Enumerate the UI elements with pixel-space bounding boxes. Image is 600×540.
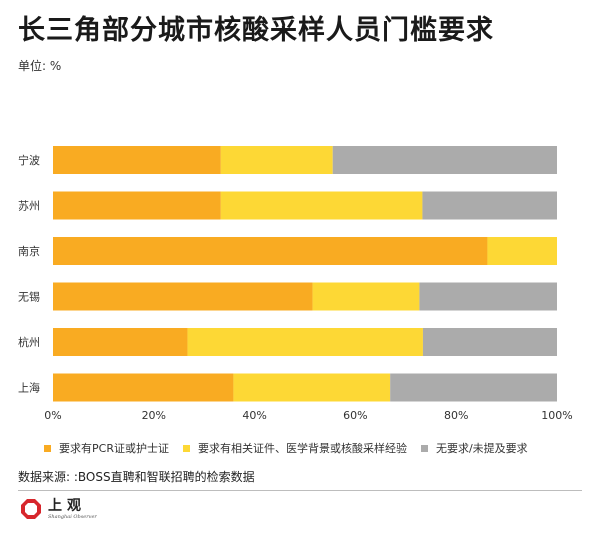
bar-segment (53, 191, 221, 220)
legend-swatch-none (420, 444, 428, 452)
category-label: 南京 (18, 244, 40, 258)
legend-swatch-related (182, 444, 190, 452)
logo-octagon-icon (21, 499, 41, 519)
category-label: 杭州 (18, 335, 40, 349)
bar-segment (53, 373, 234, 402)
bar-segment (422, 328, 557, 356)
legend-swatch-pcr (44, 444, 51, 452)
legend-item-related: 要求有相关证件、医学背景或核酸采样经验 (182, 440, 407, 456)
bar-segment (312, 282, 420, 311)
bar-segment (220, 191, 423, 220)
chart-title: 长三角部分城市核酸采样人员门槛要求 (18, 15, 494, 46)
bar-segment (332, 146, 557, 174)
bar-segment (53, 282, 313, 311)
x-tick-label: 20% (142, 409, 166, 422)
unit-label: 单位: % (18, 59, 62, 73)
legend-label-none: 无要求/未提及要求 (435, 442, 528, 455)
bar-segment (53, 237, 488, 265)
bar-segment (220, 146, 333, 174)
logo-text: 上观 Shanghai Observer (48, 499, 97, 520)
divider (18, 490, 582, 491)
x-tick-label: 80% (444, 409, 468, 422)
bar-segment (187, 328, 423, 356)
legend-label-related: 要求有相关证件、医学背景或核酸采样经验 (197, 442, 407, 455)
category-label: 宁波 (18, 153, 40, 167)
bar-segment (487, 237, 557, 265)
x-tick-label: 0% (44, 409, 61, 422)
legend: 要求有PCR证或护士证 要求有相关证件、医学背景或核酸采样经验 无要求/未提及要… (44, 440, 542, 456)
shanghai-observer-logo[interactable]: 上观 Shanghai Observer (20, 498, 97, 520)
bar-segment (419, 282, 557, 311)
logo-cn: 上观 (48, 497, 86, 514)
category-label: 无锡 (18, 290, 40, 304)
bar-segment (233, 373, 391, 402)
bar-segment (53, 146, 221, 174)
legend-item-none: 无要求/未提及要求 (420, 440, 528, 456)
category-label: 苏州 (18, 200, 40, 213)
bar-segment (390, 373, 557, 402)
data-source: 数据来源: :BOSS直聘和智联招聘的检索数据 (18, 470, 255, 484)
bar-segment (422, 191, 557, 220)
bar-segment (53, 328, 188, 356)
legend-label-pcr: 要求有PCR证或护士证 (59, 442, 169, 455)
x-tick-label: 60% (343, 409, 367, 422)
legend-item-pcr: 要求有PCR证或护士证 (44, 440, 169, 456)
x-tick-label: 40% (242, 409, 266, 422)
logo-en: Shanghai Observer (48, 513, 97, 520)
category-label: 上海 (18, 381, 40, 395)
x-tick-label: 100% (541, 409, 572, 422)
